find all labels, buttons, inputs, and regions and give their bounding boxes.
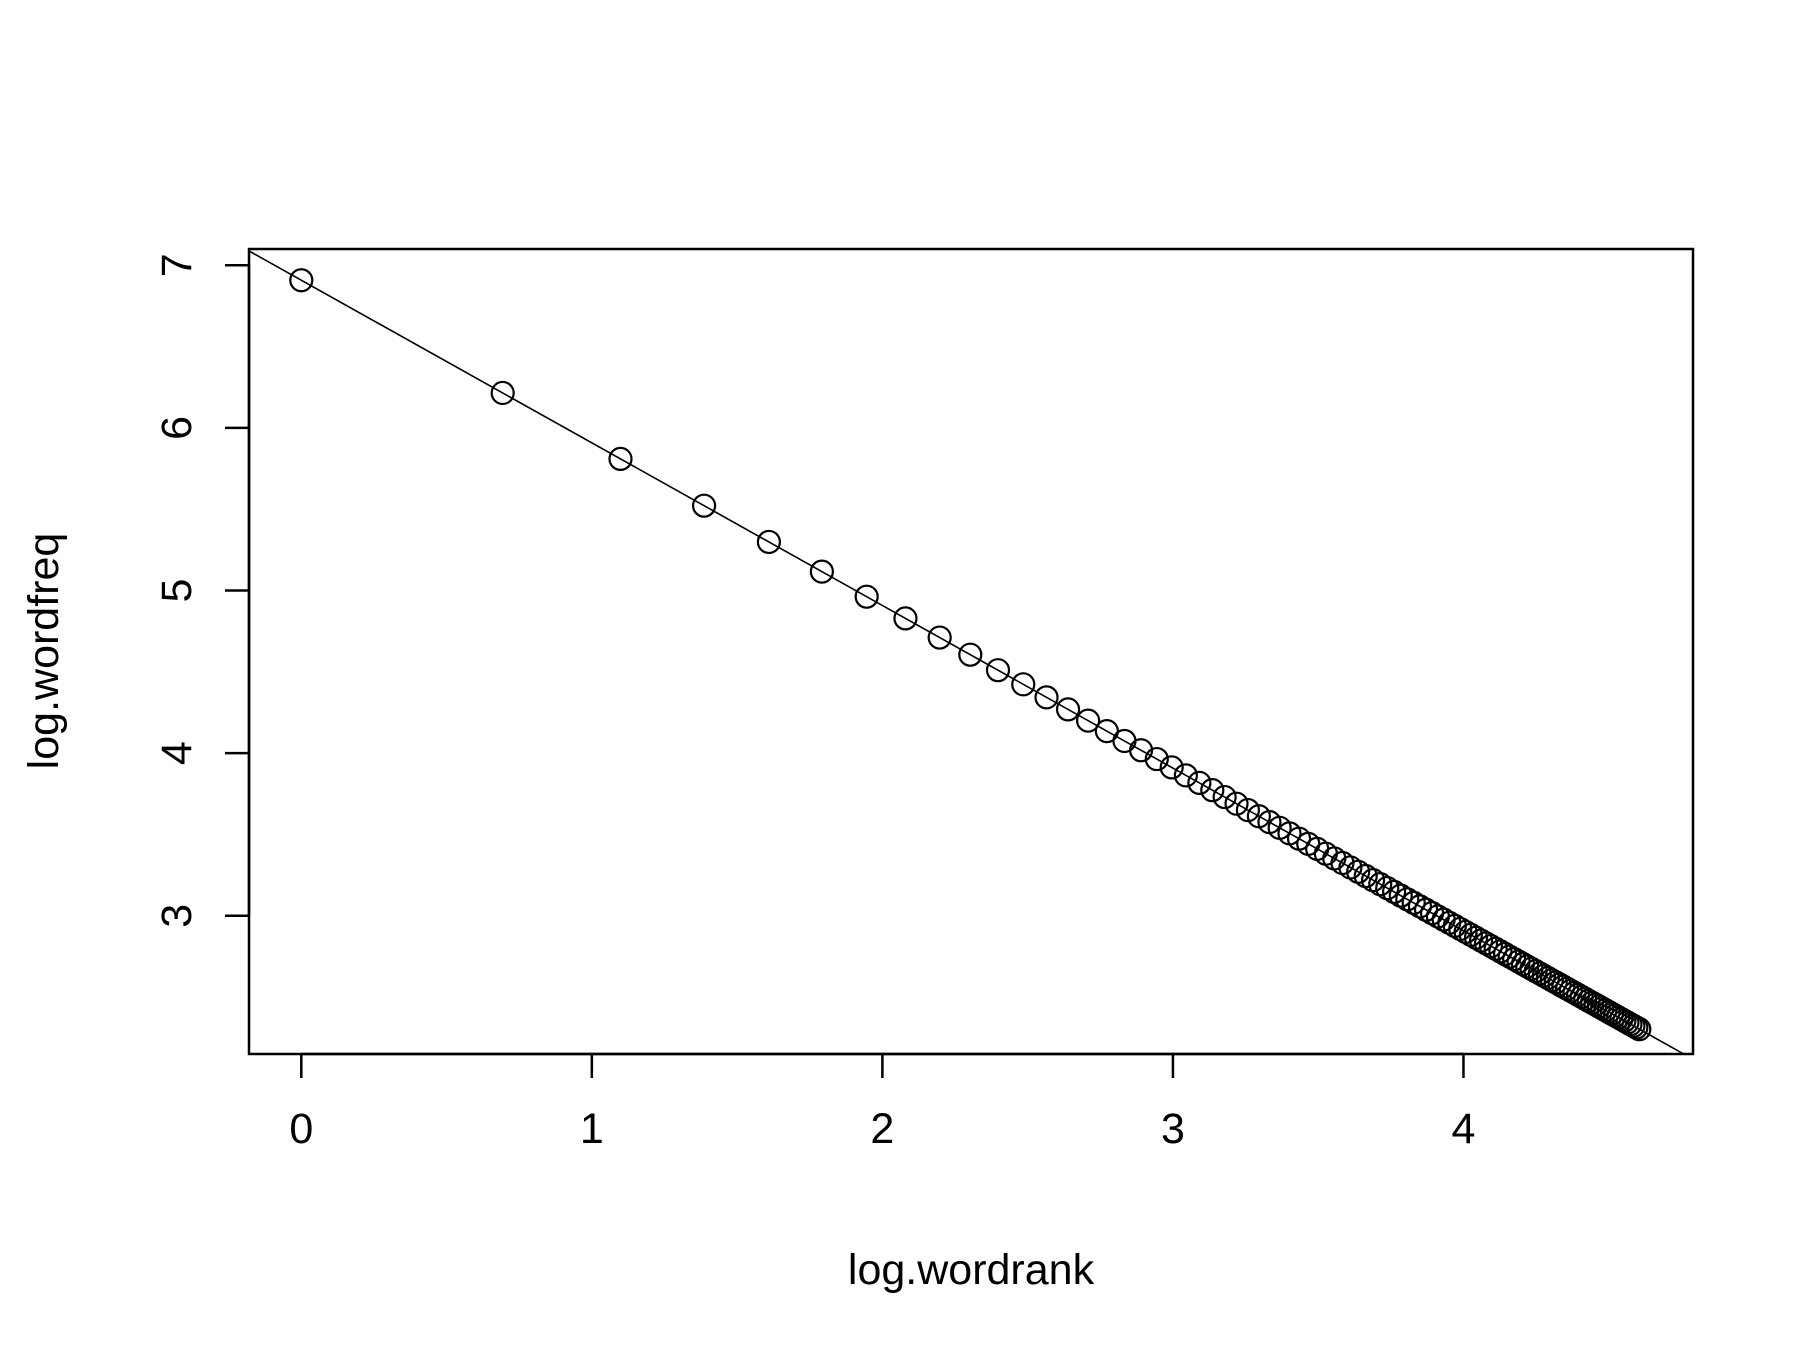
data-point: [691, 493, 717, 518]
data-point: [756, 529, 782, 555]
data-point: [1200, 778, 1225, 803]
data-point: [1144, 746, 1169, 772]
data-point: [1011, 672, 1036, 697]
data-point: [927, 625, 952, 650]
data-point: [985, 658, 1011, 683]
data-point: [1212, 784, 1237, 810]
x-tick-label: 1: [580, 1105, 604, 1153]
data-point: [1224, 791, 1249, 816]
data-point: [1076, 708, 1101, 733]
data-point: [1173, 763, 1198, 788]
data-point: [1407, 894, 1433, 919]
data-point: [1621, 1013, 1646, 1038]
data-point: [958, 642, 983, 667]
data-point: [1395, 887, 1420, 912]
x-tick-label: 2: [870, 1105, 894, 1153]
data-point: [1034, 685, 1059, 710]
y-tick-label: 4: [153, 741, 201, 765]
data-point: [1627, 1017, 1652, 1042]
y-tick-label: 6: [153, 416, 201, 440]
data-point: [608, 446, 633, 471]
y-tick-label: 7: [153, 253, 201, 277]
data-point: [854, 584, 879, 609]
data-point: [1624, 1015, 1649, 1040]
y-tick-label: 5: [153, 579, 201, 603]
data-point: [1401, 890, 1426, 915]
y-axis-title: log.wordfreq: [20, 533, 68, 770]
y-axis: 3 4 5 6 7: [153, 253, 251, 928]
x-tick-label: 0: [289, 1105, 313, 1153]
x-tick-label: 4: [1452, 1105, 1476, 1153]
points-layer: [289, 268, 1652, 1042]
data-point: [289, 268, 314, 293]
data-point: [1055, 697, 1081, 722]
x-axis-title: log.wordrank: [848, 1246, 1095, 1294]
data-point: [1381, 879, 1407, 904]
data-point: [1187, 770, 1212, 796]
x-tick-label: 3: [1161, 1105, 1185, 1153]
y-tick-label: 3: [153, 904, 201, 928]
data-point: [490, 380, 515, 406]
x-axis: 0 1 2 3 4: [289, 1052, 1476, 1153]
data-point: [809, 559, 834, 584]
data-point: [1388, 883, 1413, 908]
data-point: [893, 606, 918, 631]
data-point: [1159, 755, 1184, 780]
